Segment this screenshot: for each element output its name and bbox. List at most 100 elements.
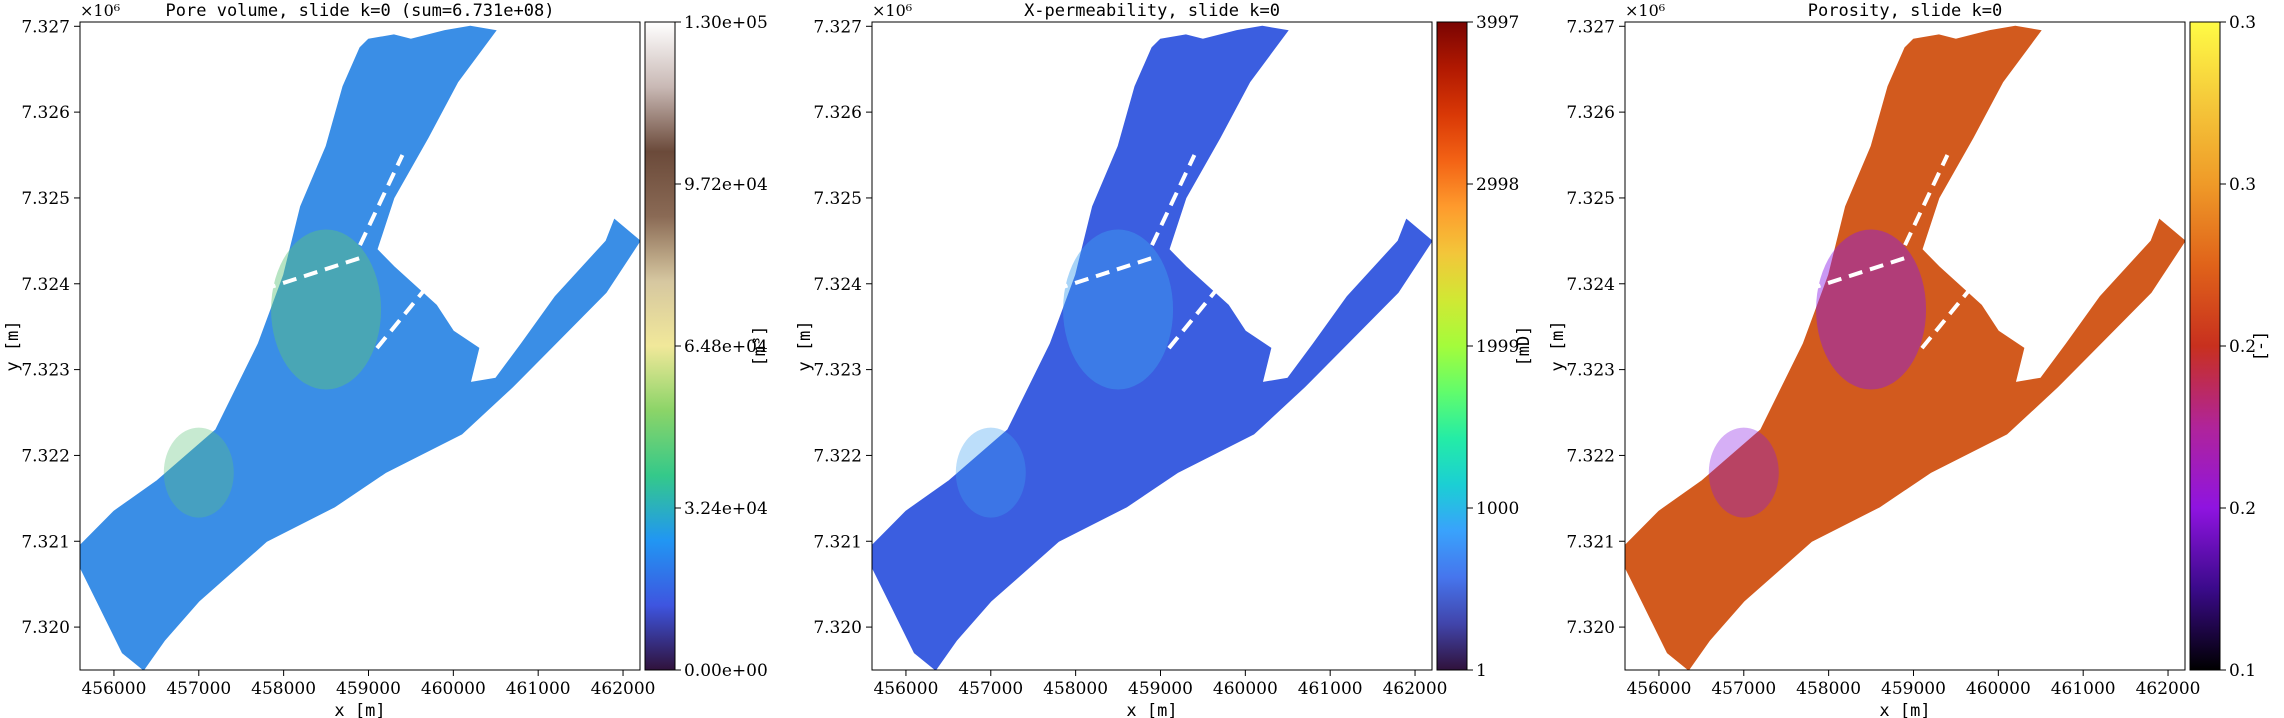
- y-offset-label: ×10⁶: [80, 1, 120, 20]
- y-axis-label: y [m]: [3, 320, 23, 371]
- x-tick-label: 461000: [2051, 679, 2116, 699]
- field-highlight: [1816, 229, 1927, 390]
- colorbar-label: [mD]: [1514, 326, 1534, 367]
- y-tick-label: 7.327: [21, 17, 70, 37]
- reservoir-field: [80, 25, 640, 670]
- reservoir-polygon: [1625, 25, 2185, 670]
- y-tick-label: 7.325: [21, 189, 70, 209]
- colorbar-tick-label: 2998: [1476, 175, 1519, 195]
- fault-line: [375, 273, 438, 350]
- x-tick-label: 456000: [873, 679, 938, 699]
- colorbar-tick-label: 9.72e+04: [684, 175, 768, 195]
- chart-title: Porosity, slide k=0: [1808, 1, 2002, 21]
- colorbar-tick-label: 0.2: [2229, 499, 2256, 519]
- chart-title: X-permeability, slide k=0: [1024, 1, 1280, 21]
- y-tick-label: 7.325: [813, 189, 862, 209]
- colorbar-tick-label: 0.1: [2229, 661, 2256, 681]
- reservoir-field: [872, 25, 1432, 670]
- chart-title: Pore volume, slide k=0 (sum=6.731e+08): [166, 1, 555, 21]
- colorbar-tick-label: 1.30e+05: [684, 13, 768, 33]
- x-tick-label: 461000: [1298, 679, 1363, 699]
- colorbar-tick-label: 0.3: [2229, 175, 2256, 195]
- fault-line: [1903, 154, 1950, 247]
- colorbar-tick-label: 0.00e+00: [684, 661, 768, 681]
- colorbar-tick-label: 6.48e+04: [684, 337, 768, 357]
- reservoir-field: [1625, 25, 2185, 670]
- y-offset-label: ×10⁶: [1625, 1, 1665, 20]
- colorbar-label: [m³]: [750, 326, 770, 367]
- y-tick-label: 7.321: [21, 532, 70, 552]
- y-tick-label: 7.320: [1566, 618, 1615, 638]
- x-axis-label: x [m]: [1126, 701, 1177, 718]
- y-tick-label: 7.322: [1566, 446, 1615, 466]
- x-tick-label: 460000: [421, 679, 486, 699]
- y-axis-label: y [m]: [795, 320, 815, 371]
- y-tick-label: 7.323: [1566, 361, 1615, 381]
- fault-line: [1150, 154, 1197, 247]
- panel-2: 456000 457000 458000 459000 460000 461000 4620…: [795, 1, 1534, 718]
- colorbar-tick-label: 3.24e+04: [684, 499, 768, 519]
- y-tick-label: 7.326: [1566, 103, 1615, 123]
- y-tick-label: 7.324: [21, 275, 70, 295]
- axes-frame: [871, 21, 1433, 671]
- y-tick-label: 7.324: [1566, 275, 1615, 295]
- x-tick-label: 460000: [1966, 679, 2031, 699]
- x-tick-label: 458000: [1043, 679, 1108, 699]
- x-tick-label: 459000: [336, 679, 401, 699]
- y-tick-label: 7.322: [813, 446, 862, 466]
- axes-frame: [1624, 21, 2186, 671]
- y-tick-label: 7.327: [1566, 17, 1615, 37]
- x-tick-label: 457000: [958, 679, 1023, 699]
- x-tick-label: 457000: [1711, 679, 1776, 699]
- colorbar-tick-label: 0.2: [2229, 337, 2256, 357]
- x-axis-label: x [m]: [1879, 701, 1930, 718]
- panel-3: 456000 457000 458000 459000 460000 461000 4620…: [1548, 1, 2271, 718]
- colorbar-tick-label: 1999: [1476, 337, 1519, 357]
- y-tick-label: 7.321: [1566, 532, 1615, 552]
- y-offset-label: ×10⁶: [872, 1, 912, 20]
- x-axis-label: x [m]: [334, 701, 385, 718]
- field-highlight: [1063, 229, 1174, 390]
- y-tick-label: 7.321: [813, 532, 862, 552]
- x-tick-label: 456000: [81, 679, 146, 699]
- colorbar-label: [-]: [2251, 331, 2271, 362]
- reservoir-polygon: [80, 25, 640, 670]
- x-tick-label: 459000: [1128, 679, 1193, 699]
- colorbar-tick-label: 3997: [1476, 13, 1519, 33]
- field-highlight: [955, 427, 1026, 518]
- colorbar-tick-label: 1: [1476, 661, 1487, 681]
- colorbar: [2189, 21, 2221, 671]
- reservoir-polygon: [872, 25, 1432, 670]
- fault-line: [1167, 273, 1230, 350]
- y-tick-label: 7.320: [21, 618, 70, 638]
- x-tick-label: 460000: [1213, 679, 1278, 699]
- x-tick-label: 458000: [1796, 679, 1861, 699]
- x-tick-label: 462000: [1383, 679, 1448, 699]
- fault-line: [1920, 273, 1983, 350]
- field-highlight: [1708, 427, 1779, 518]
- panel-1: 456000 457000 458000 459000 460000 461000 4620…: [3, 1, 770, 718]
- field-highlight: [271, 229, 382, 390]
- colorbar-tick-label: 1000: [1476, 499, 1519, 519]
- field-highlight: [163, 427, 234, 518]
- axes-frame: [79, 21, 641, 671]
- x-tick-label: 461000: [506, 679, 571, 699]
- x-tick-label: 459000: [1881, 679, 1946, 699]
- y-tick-label: 7.320: [813, 618, 862, 638]
- y-tick-label: 7.326: [21, 103, 70, 123]
- y-axis-label: y [m]: [1548, 320, 1568, 371]
- y-tick-label: 7.326: [813, 103, 862, 123]
- y-tick-label: 7.323: [813, 361, 862, 381]
- y-tick-label: 7.322: [21, 446, 70, 466]
- x-tick-label: 456000: [1626, 679, 1691, 699]
- x-tick-label: 457000: [166, 679, 231, 699]
- y-tick-label: 7.323: [21, 361, 70, 381]
- y-tick-label: 7.325: [1566, 189, 1615, 209]
- y-tick-label: 7.324: [813, 275, 862, 295]
- colorbar: [644, 21, 676, 671]
- y-tick-label: 7.327: [813, 17, 862, 37]
- fault-line: [358, 154, 405, 247]
- x-tick-label: 462000: [591, 679, 656, 699]
- x-tick-label: 462000: [2136, 679, 2201, 699]
